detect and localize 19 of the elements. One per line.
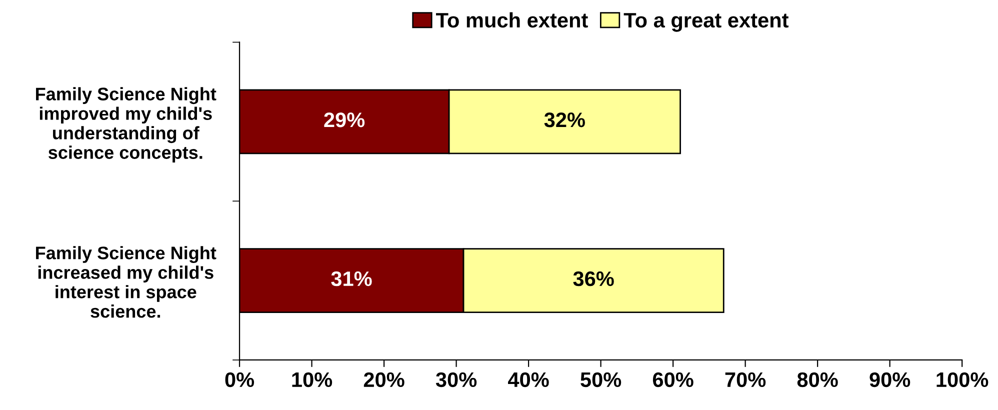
x-tick-label: 70% — [725, 372, 766, 388]
data-label: 36% — [573, 271, 614, 286]
y-tick-label: Family Science Night improved my child's understanding of science concepts. — [36, 87, 216, 163]
x-tick-label: 90% — [870, 372, 910, 388]
x-tick-label: 10% — [292, 372, 332, 388]
x-tick-label: 40% — [508, 372, 549, 388]
x-tick-label: 20% — [364, 372, 404, 388]
legend-label: To a great extent — [624, 13, 788, 32]
x-tick-label: 0% — [225, 372, 254, 388]
data-label: 29% — [324, 112, 365, 128]
y-tick-label: Family Science Night increased my child's interest in space science. — [36, 246, 216, 318]
x-tick-label: 80% — [797, 372, 838, 388]
x-tick-label: 50% — [580, 372, 622, 388]
x-tick-label: 60% — [652, 372, 694, 388]
legend-label: To much extent — [436, 12, 588, 28]
data-label: 32% — [544, 112, 585, 128]
x-tick-label: 30% — [436, 372, 477, 388]
data-label: 31% — [331, 271, 372, 286]
x-tick-label: 100% — [936, 372, 988, 388]
